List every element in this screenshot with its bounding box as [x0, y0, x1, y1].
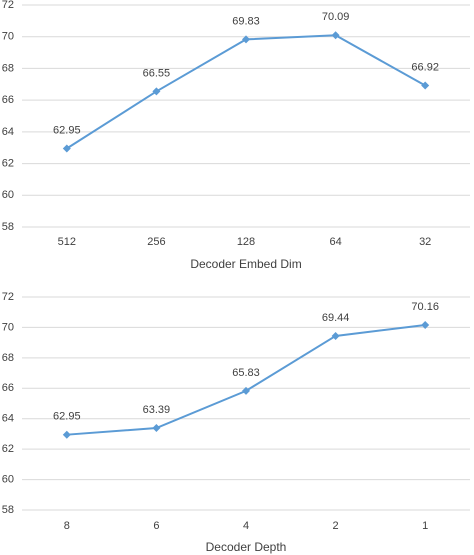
x-tick-label: 6 [153, 520, 159, 532]
data-label: 62.95 [53, 124, 81, 136]
y-tick-label: 68 [2, 62, 14, 74]
x-tick-label: 1 [422, 520, 428, 532]
marker [62, 144, 71, 153]
marker [331, 331, 340, 340]
y-tick-label: 66 [2, 94, 14, 106]
y-tick-label: 68 [2, 352, 14, 364]
x-tick-label: 512 [58, 236, 76, 248]
x-axis-title: Decoder Depth [206, 540, 287, 554]
y-tick-label: 62 [2, 443, 14, 455]
data-label: 69.44 [322, 312, 350, 324]
marker [62, 430, 71, 439]
y-tick-label: 72 [2, 291, 14, 303]
y-tick-label: 72 [2, 0, 14, 11]
x-tick-label: 4 [243, 520, 249, 532]
x-tick-label: 128 [237, 236, 255, 248]
marker [242, 386, 250, 395]
y-tick-label: 64 [2, 413, 14, 425]
y-tick-label: 70 [2, 31, 14, 43]
x-tick-label: 2 [333, 520, 339, 532]
marker [421, 81, 430, 90]
y-tick-label: 58 [2, 504, 14, 516]
x-tick-label: 256 [147, 236, 165, 248]
marker [152, 87, 161, 96]
y-tick-label: 70 [2, 321, 14, 333]
marker [242, 35, 250, 44]
marker [152, 423, 161, 432]
y-tick-label: 60 [2, 473, 14, 485]
data-label: 62.95 [53, 411, 81, 423]
x-tick-label: 32 [419, 236, 431, 248]
data-label: 65.83 [232, 367, 260, 379]
data-label: 69.83 [232, 15, 260, 27]
y-tick-label: 66 [2, 382, 14, 394]
data-label: 66.92 [411, 61, 439, 73]
data-label: 70.16 [411, 301, 439, 313]
x-axis-title: Decoder Embed Dim [190, 257, 301, 271]
marker [421, 320, 430, 329]
y-tick-label: 60 [2, 189, 14, 201]
data-label: 66.55 [143, 67, 171, 79]
x-tick-label: 64 [329, 236, 341, 248]
data-label: 70.09 [322, 11, 350, 23]
y-tick-label: 62 [2, 157, 14, 169]
data-label: 63.39 [143, 404, 171, 416]
y-tick-label: 64 [2, 126, 14, 138]
y-tick-label: 58 [2, 221, 14, 233]
x-tick-label: 8 [64, 520, 70, 532]
marker [331, 31, 340, 40]
